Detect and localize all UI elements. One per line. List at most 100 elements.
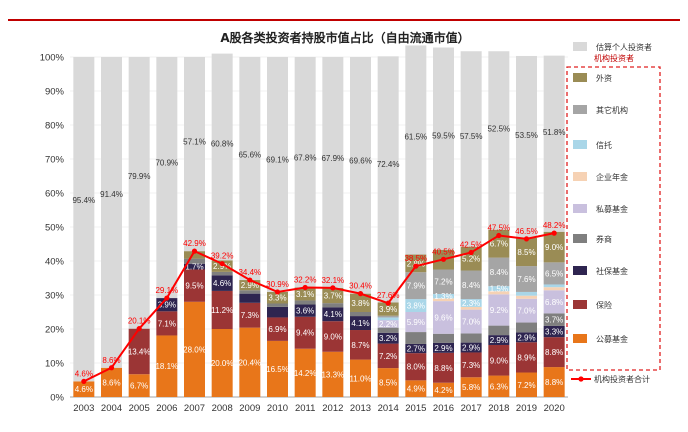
bar-segment xyxy=(405,353,427,381)
bar-value-label: 4.6% xyxy=(213,279,231,288)
total-line-label: 30.9% xyxy=(266,280,289,289)
bar-segment xyxy=(156,298,178,312)
bar-value-label: 1.3% xyxy=(434,292,452,301)
y-axis: 0% 10% 20% 30% 40% 50% 60% 70% 80% 90% 100% xyxy=(40,53,65,404)
bar-value-label: 9.4% xyxy=(296,329,314,338)
bar-segment xyxy=(128,374,150,397)
y-tick-label: 80% xyxy=(45,121,65,132)
bar-value-label: 1.7% xyxy=(185,263,203,272)
bar-segment xyxy=(156,57,178,299)
legend-label: 券商 xyxy=(596,234,612,244)
bar-segment xyxy=(543,287,565,291)
bar-value-label: 8.8% xyxy=(545,348,563,357)
bar-segment xyxy=(294,304,316,317)
x-tick-label: 2020 xyxy=(544,403,565,414)
bar-value-label: 8.4% xyxy=(462,281,480,290)
bar-value-label: 8.4% xyxy=(490,268,508,277)
bar-value-label: 3.8% xyxy=(407,302,425,311)
bar-value-label: 53.5% xyxy=(515,131,538,140)
legend-swatch xyxy=(573,140,587,149)
total-line-point xyxy=(219,261,225,267)
bar-segment xyxy=(433,298,454,302)
bar-segment xyxy=(460,377,482,397)
total-line-point xyxy=(413,263,419,269)
bar-value-label: 8.6% xyxy=(102,378,120,387)
bar-segment xyxy=(543,367,565,397)
institution-legend-frame xyxy=(566,66,661,371)
total-line-label: 30.4% xyxy=(349,282,372,291)
legend-label: 其它机构 xyxy=(596,105,628,115)
total-line-label: 20.1% xyxy=(128,317,151,326)
total-line-label: 46.5% xyxy=(515,227,538,236)
bar-segment xyxy=(460,299,482,307)
bar-value-label: 6.3% xyxy=(490,382,508,391)
x-axis: 2003 2004 2005 2006 2007 2008 2009 2010 2011 2012… xyxy=(73,403,564,414)
bar-value-label: 72.4% xyxy=(377,160,400,169)
total-line-point xyxy=(496,232,502,239)
total-line-label: 4.6% xyxy=(75,369,93,378)
bar-segment xyxy=(543,284,565,288)
y-tick-label: 30% xyxy=(45,291,65,302)
bar-segment xyxy=(239,293,261,303)
total-line-point xyxy=(330,285,336,291)
legend-swatch xyxy=(573,105,587,114)
bar-segment xyxy=(267,57,288,292)
x-tick-label: 2008 xyxy=(212,403,233,414)
bar-segment xyxy=(488,257,510,287)
bar-segment xyxy=(433,269,454,294)
bar-segment xyxy=(156,335,178,397)
bar-value-label: 8.7% xyxy=(351,341,369,350)
bar-segment xyxy=(377,315,399,318)
total-line-point xyxy=(468,249,474,256)
bar-segment xyxy=(516,237,537,267)
bar-segment xyxy=(488,291,510,295)
bar-value-label: 4.2% xyxy=(434,386,452,395)
bar-value-label: 3.8% xyxy=(351,299,369,308)
bar-value-label: 8.9% xyxy=(517,353,535,362)
total-line-point xyxy=(357,291,364,297)
bar-value-label: 8.0% xyxy=(407,363,425,372)
bar-value-label: 2.7% xyxy=(407,345,425,354)
bar-value-label: 8.8% xyxy=(434,364,452,373)
bar-segment xyxy=(184,251,205,259)
bar-segment xyxy=(239,302,261,328)
total-line-label: 27.6% xyxy=(377,291,400,300)
bar-segment xyxy=(377,332,399,344)
bar-segment xyxy=(488,344,510,376)
bar-value-label: 3.2% xyxy=(379,334,397,343)
legend-label: 估算个人投资者 xyxy=(596,42,652,52)
bar-value-label: 7.9% xyxy=(407,282,425,291)
bar-value-label: 61.5% xyxy=(404,133,427,142)
bar-segment xyxy=(543,313,565,326)
bar-value-label: 2.9% xyxy=(213,262,231,271)
bar-segment xyxy=(294,287,316,301)
bar-value-label: 3.3% xyxy=(545,328,563,337)
bar-value-label: 7.3% xyxy=(462,361,480,370)
legend-swatch xyxy=(573,172,587,181)
bar-segment xyxy=(184,301,205,397)
bar-segment xyxy=(405,380,427,397)
bar-segment xyxy=(460,270,482,300)
y-tick-label: 10% xyxy=(45,359,65,370)
bar-segment xyxy=(73,381,95,397)
legend-label: 企业年金 xyxy=(596,172,628,182)
total-line-label: 29.1% xyxy=(155,286,178,295)
bar-segment xyxy=(543,55,565,232)
bar-segment xyxy=(460,306,482,310)
total-line-point xyxy=(551,230,557,236)
bar-segment xyxy=(211,271,233,276)
bar-value-label: 7.1% xyxy=(158,319,176,328)
bar-segment xyxy=(488,51,510,230)
bar-segment xyxy=(239,290,261,294)
legend-label: 外资 xyxy=(596,73,612,83)
bar-value-label: 52.5% xyxy=(487,125,510,134)
bar-segment xyxy=(267,317,288,341)
x-tick-label: 2003 xyxy=(73,403,94,414)
bar-segment xyxy=(460,342,482,353)
bar-value-label: 9.0% xyxy=(324,332,342,341)
chart-title: A股各类投资者持股市值占比（自由流通市值） xyxy=(220,30,469,45)
bar-segment xyxy=(211,53,233,261)
bar-segment xyxy=(405,254,427,273)
bar-value-label: 11.2% xyxy=(211,306,233,315)
bar-value-label: 95.4% xyxy=(72,196,95,205)
